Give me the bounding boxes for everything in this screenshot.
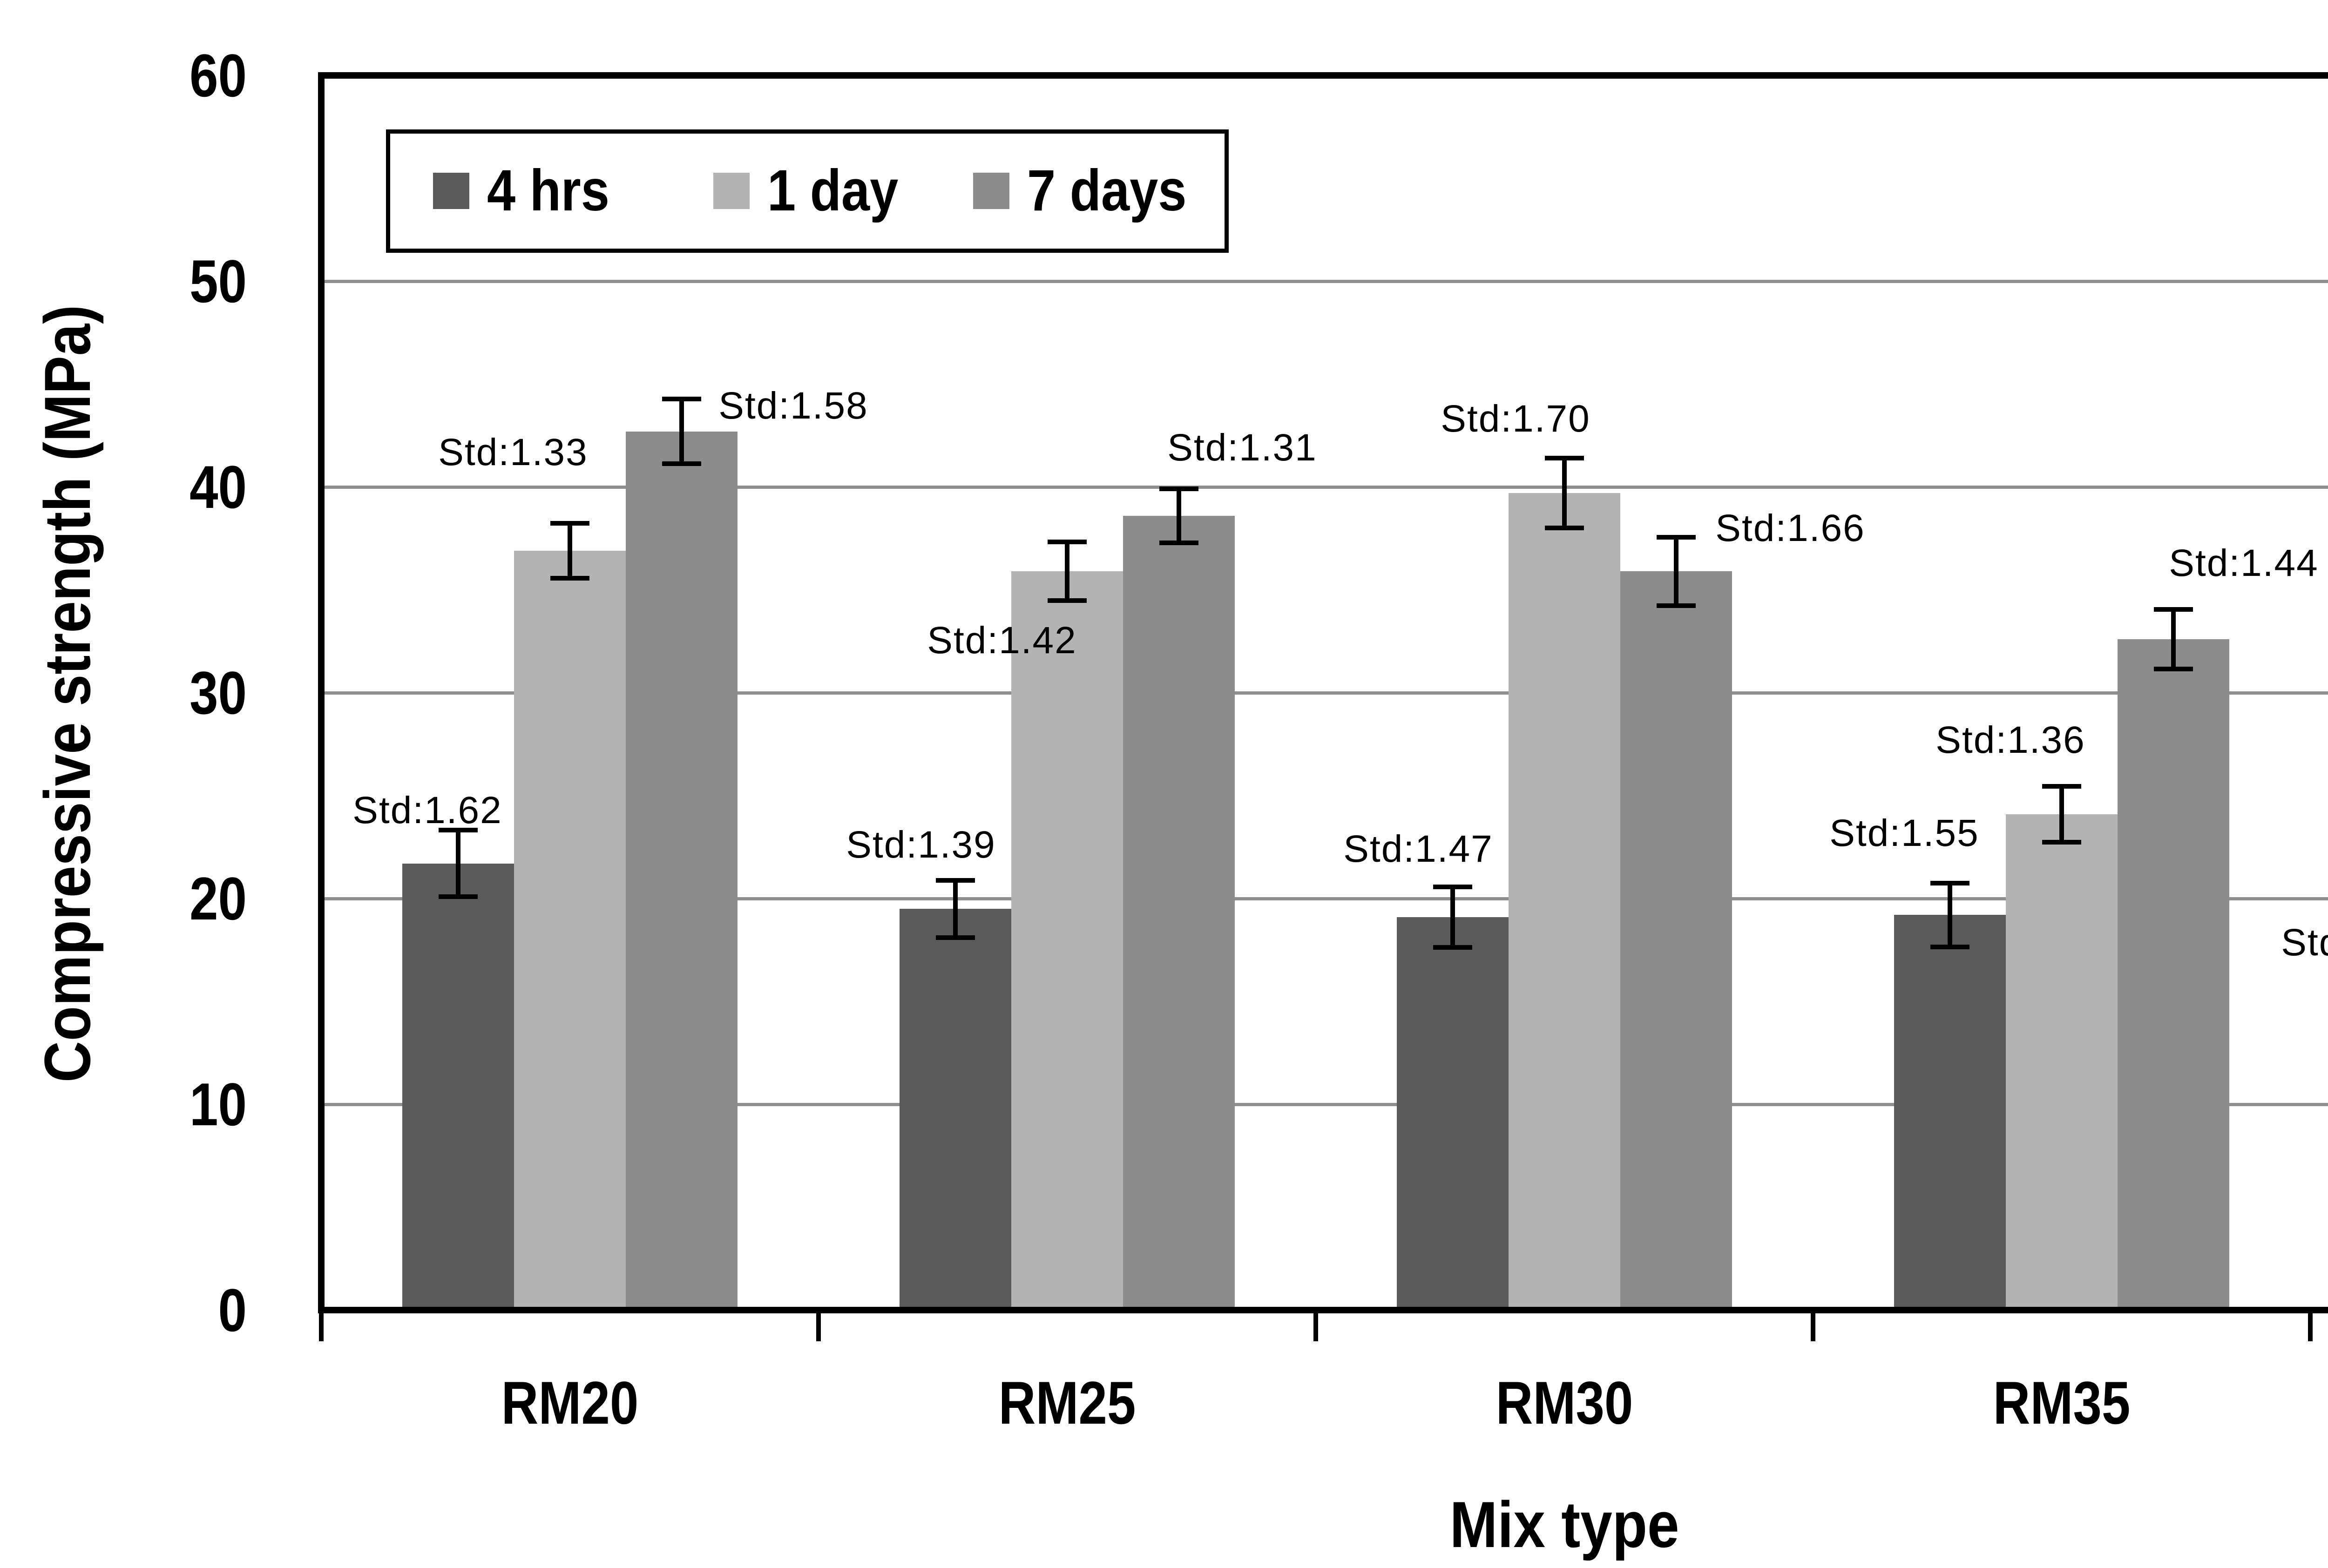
std-label-RM20-4hrs: Std:1.62	[352, 789, 502, 831]
x-axis-title-text: Mix type	[1449, 1488, 1679, 1561]
legend-label-7days: 7 days	[1027, 158, 1187, 223]
x-category-label-RM30: RM30	[1496, 1369, 1633, 1437]
y-tick-label-30: 30	[189, 659, 247, 727]
bar-RM30-7days	[1620, 571, 1732, 1307]
error-bar-cap-bottom-RM35-4hrs	[1930, 944, 1969, 949]
bar-RM20-7days	[626, 431, 738, 1307]
error-bar-cap-bottom-RM20-1day	[550, 575, 589, 581]
x-axis-title: Mix type	[1099, 1483, 2030, 1567]
gridline-50	[321, 279, 2328, 283]
error-bar-cap-top-RM35-4hrs	[1930, 880, 1969, 885]
error-bar-cap-top-RM25-4hrs	[936, 878, 975, 883]
y-axis-title-text: Compressive strength (MPa)	[31, 304, 104, 1083]
bar-RM25-4hrs	[900, 909, 1011, 1307]
error-bar-RM25-1day	[1065, 542, 1069, 601]
std-label-RM40-4hrs: Std:1.68	[2281, 921, 2328, 964]
error-bar-RM35-1day	[2059, 786, 2064, 842]
error-bar-cap-top-RM20-7days	[662, 396, 701, 401]
std-label-RM25-1day: Std:1.42	[927, 619, 1077, 662]
x-axis-tick-3	[1811, 1313, 1815, 1341]
x-axis-tick-4	[2308, 1313, 2313, 1341]
error-bar-cap-bottom-RM30-1day	[1545, 526, 1584, 531]
bar-RM20-1day	[514, 551, 626, 1307]
y-tick-label-0: 0	[218, 1276, 247, 1344]
gridline-20	[321, 897, 2328, 900]
error-bar-cap-top-RM35-1day	[2042, 784, 2081, 789]
error-bar-cap-top-RM30-7days	[1657, 534, 1696, 540]
error-bar-cap-bottom-RM30-4hrs	[1433, 945, 1472, 950]
y-tick-label-60: 60	[189, 41, 247, 109]
gridline-30	[321, 691, 2328, 695]
y-tick-label-10: 10	[189, 1070, 247, 1138]
std-label-RM20-1day: Std:1.33	[438, 431, 588, 473]
std-label-RM30-1day: Std:1.70	[1441, 398, 1590, 440]
bar-RM30-4hrs	[1397, 917, 1509, 1307]
error-bar-RM20-7days	[679, 399, 684, 464]
x-category-label-RM25: RM25	[998, 1369, 1136, 1437]
bar-RM30-1day	[1509, 493, 1620, 1307]
plot-frame	[318, 72, 2328, 1313]
error-bar-RM25-7days	[1177, 488, 1181, 543]
error-bar-cap-bottom-RM25-7days	[1159, 540, 1198, 545]
legend-swatch-7days	[973, 173, 1009, 209]
error-bar-cap-top-RM20-1day	[550, 521, 589, 526]
std-label-RM35-7days: Std:1.44	[2169, 542, 2319, 584]
y-tick-label-20: 20	[189, 865, 247, 933]
error-bar-cap-bottom-RM20-4hrs	[439, 894, 478, 899]
error-bar-cap-bottom-RM35-1day	[2042, 839, 2081, 845]
x-axis-tick-0	[319, 1313, 324, 1341]
std-label-RM25-4hrs: Std:1.39	[846, 824, 996, 866]
x-category-label-RM20: RM20	[501, 1369, 639, 1437]
error-bar-cap-bottom-RM30-7days	[1657, 603, 1696, 608]
std-label-RM35-1day: Std:1.36	[1935, 719, 2085, 761]
error-bar-RM30-1day	[1562, 458, 1567, 528]
std-label-RM20-7days: Std:1.58	[718, 385, 868, 427]
error-bar-cap-top-RM30-1day	[1545, 456, 1584, 461]
bar-RM35-1day	[2006, 814, 2118, 1307]
error-bar-cap-top-RM20-4hrs	[439, 828, 478, 833]
error-bar-RM30-7days	[1674, 537, 1678, 606]
legend-swatch-4hrs	[433, 173, 469, 209]
std-label-RM35-4hrs: Std:1.55	[1829, 812, 1979, 854]
error-bar-cap-bottom-RM35-7days	[2154, 666, 2193, 671]
error-bar-cap-bottom-RM25-1day	[1048, 598, 1087, 603]
error-bar-RM20-1day	[568, 523, 572, 578]
error-bar-cap-top-RM35-7days	[2154, 607, 2193, 612]
error-bar-cap-bottom-RM25-4hrs	[936, 935, 975, 940]
bar-RM35-4hrs	[1894, 915, 2006, 1307]
error-bar-RM30-4hrs	[1450, 886, 1455, 947]
x-axis-tick-2	[1313, 1313, 1318, 1341]
std-label-RM30-7days: Std:1.66	[1715, 507, 1865, 549]
error-bar-cap-top-RM25-1day	[1048, 540, 1087, 545]
error-bar-RM35-7days	[2171, 609, 2176, 669]
legend-swatch-1day	[713, 173, 750, 209]
error-bar-cap-bottom-RM20-7days	[662, 461, 701, 466]
std-label-RM30-4hrs: Std:1.47	[1343, 828, 1493, 870]
legend: 4 hrs 1 day 7 days	[386, 129, 1229, 253]
error-bar-RM25-4hrs	[953, 880, 958, 938]
x-axis-tick-1	[816, 1313, 821, 1341]
error-bar-cap-top-RM25-7days	[1159, 486, 1198, 491]
std-label-RM25-7days: Std:1.31	[1167, 426, 1317, 469]
bar-RM25-7days	[1123, 515, 1235, 1307]
error-bar-RM35-4hrs	[1948, 883, 1952, 947]
y-tick-label-50: 50	[189, 247, 247, 315]
x-category-label-RM35: RM35	[1993, 1369, 2131, 1437]
bar-RM20-4hrs	[402, 863, 514, 1307]
legend-label-4hrs: 4 hrs	[487, 158, 609, 223]
gridline-40	[321, 485, 2328, 489]
y-tick-label-40: 40	[189, 453, 247, 521]
bar-RM35-7days	[2118, 639, 2229, 1307]
error-bar-cap-top-RM30-4hrs	[1433, 884, 1472, 889]
gridline-10	[321, 1102, 2328, 1106]
bar-RM25-1day	[1011, 571, 1123, 1307]
legend-label-1day: 1 day	[767, 158, 899, 223]
error-bar-RM20-4hrs	[456, 830, 460, 897]
y-axis-title: Compressive strength (MPa)	[26, 42, 109, 1345]
